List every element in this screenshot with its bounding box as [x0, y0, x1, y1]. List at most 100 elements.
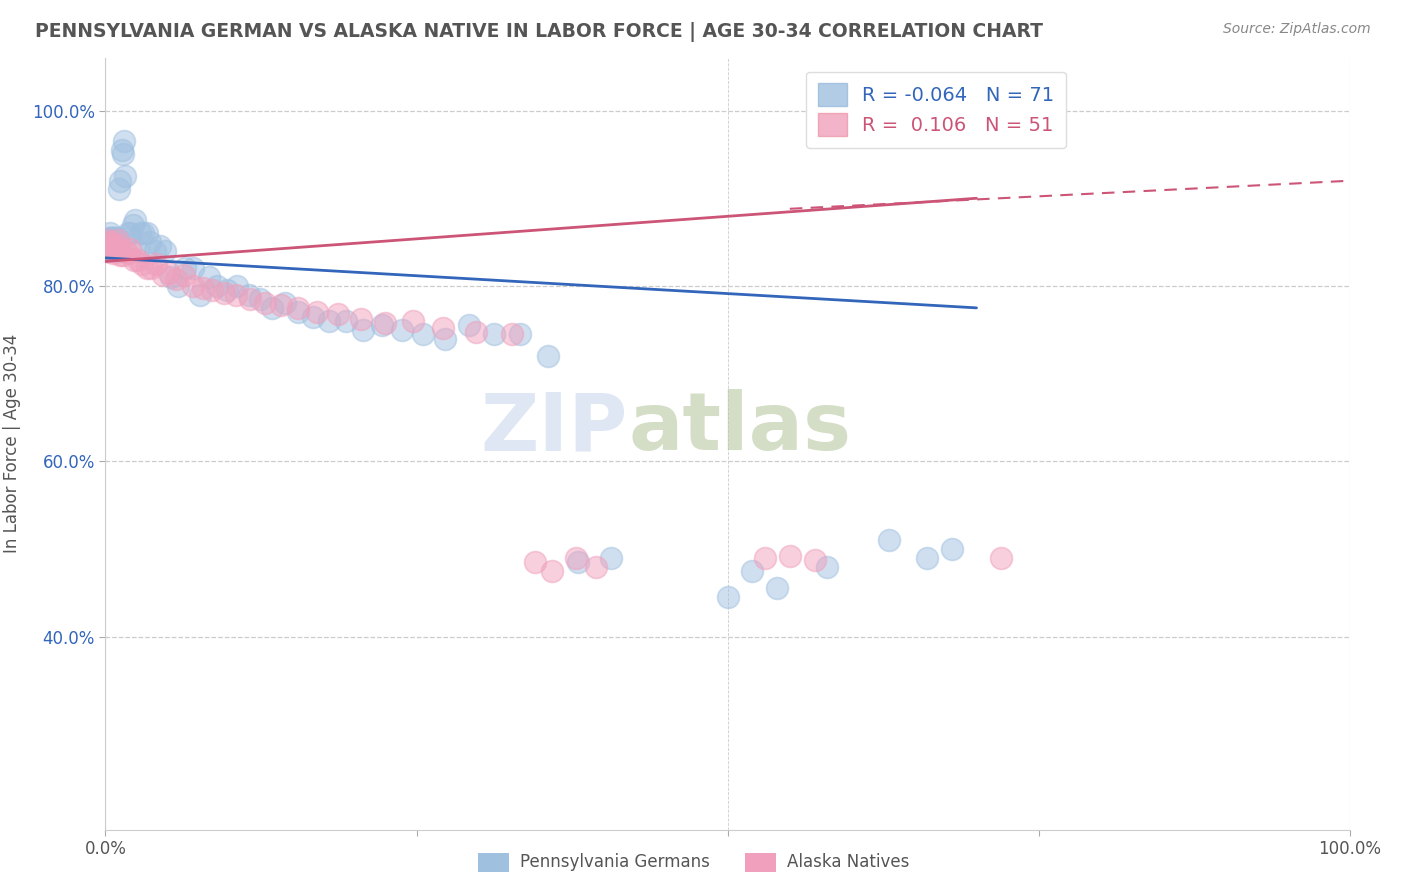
Point [165, 272, 187, 286]
Point [135, 261, 157, 276]
Point [249, 292, 271, 306]
Point [108, 182, 131, 196]
Point [107, 231, 129, 245]
Point [114, 244, 136, 258]
Point [465, 325, 488, 339]
Point [97, 244, 120, 258]
Point [541, 564, 564, 578]
Point [803, 552, 825, 566]
Point [94, 244, 117, 258]
Point [135, 227, 157, 241]
Point [941, 541, 963, 556]
Point [112, 134, 135, 148]
Point [181, 261, 204, 276]
Point [141, 261, 163, 276]
Point [779, 549, 801, 563]
Point [915, 550, 938, 565]
Point [273, 296, 295, 310]
Point [239, 292, 262, 306]
Point [349, 312, 371, 326]
Point [217, 283, 239, 297]
Point [523, 555, 546, 569]
Point [96, 236, 118, 251]
Point [990, 550, 1012, 565]
Point [94, 244, 117, 258]
Point [352, 323, 374, 337]
Point [132, 227, 155, 241]
Y-axis label: In Labor Force | Age 30-34: In Labor Force | Age 30-34 [3, 334, 21, 553]
Point [270, 298, 292, 312]
Point [766, 582, 789, 596]
Point [287, 305, 309, 319]
Point [107, 233, 129, 247]
Point [111, 147, 134, 161]
Point [111, 143, 134, 157]
Point [253, 296, 276, 310]
Point [457, 318, 479, 333]
Point [238, 287, 260, 301]
Point [318, 314, 340, 328]
Point [225, 287, 247, 301]
Point [100, 231, 122, 245]
Point [110, 174, 132, 188]
Point [599, 550, 621, 565]
Point [335, 314, 357, 328]
Point [717, 591, 740, 605]
Point [305, 305, 328, 319]
Point [754, 550, 776, 565]
Point [129, 227, 152, 241]
Point [145, 257, 167, 271]
Point [741, 564, 763, 578]
Point [157, 266, 180, 280]
Point [501, 327, 523, 342]
Point [103, 239, 125, 253]
Point [100, 227, 122, 241]
Point [565, 550, 588, 565]
Point [326, 307, 349, 321]
Point [197, 270, 219, 285]
Point [815, 559, 838, 574]
Point [104, 239, 127, 253]
Point [226, 279, 249, 293]
Point [302, 310, 325, 324]
Text: Alaska Natives: Alaska Natives [787, 853, 910, 871]
Point [107, 244, 129, 258]
Point [98, 235, 121, 249]
Point [105, 236, 128, 251]
Point [100, 239, 122, 253]
Point [152, 268, 174, 283]
Point [104, 231, 127, 245]
Point [131, 257, 153, 271]
Point [432, 321, 454, 335]
Point [105, 231, 128, 245]
Point [537, 349, 560, 363]
Point [402, 314, 425, 328]
Point [104, 242, 127, 256]
Point [103, 235, 125, 249]
Point [434, 332, 457, 346]
Point [100, 239, 122, 253]
Point [181, 279, 204, 293]
Point [509, 327, 531, 342]
Point [103, 239, 125, 253]
Text: atlas: atlas [628, 389, 851, 467]
Point [567, 555, 589, 569]
Point [174, 261, 197, 276]
Point [191, 281, 214, 295]
Point [120, 227, 142, 241]
Point [114, 169, 136, 184]
Point [100, 231, 122, 245]
Point [127, 244, 149, 258]
Point [166, 279, 188, 293]
Point [212, 285, 235, 300]
Text: Pennsylvania Germans: Pennsylvania Germans [520, 853, 710, 871]
Point [110, 248, 132, 262]
Point [143, 244, 166, 258]
Point [153, 244, 176, 258]
Point [262, 301, 284, 315]
Text: PENNSYLVANIA GERMAN VS ALASKA NATIVE IN LABOR FORCE | AGE 30-34 CORRELATION CHAR: PENNSYLVANIA GERMAN VS ALASKA NATIVE IN … [35, 22, 1043, 42]
Point [412, 327, 434, 342]
Point [160, 270, 183, 285]
Point [100, 235, 122, 249]
Legend: R = -0.064   N = 71, R =  0.106   N = 51: R = -0.064 N = 71, R = 0.106 N = 51 [806, 71, 1066, 147]
